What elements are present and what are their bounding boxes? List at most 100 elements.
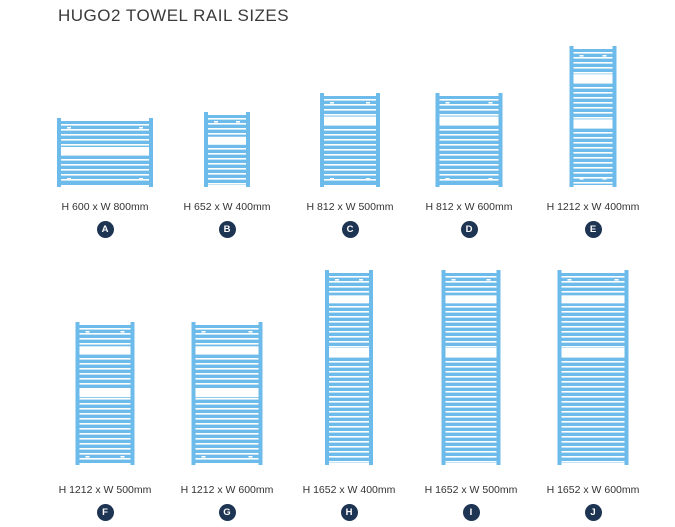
bar-gap [61,164,149,166]
bracket-mark [330,102,334,104]
bar-gap [195,433,259,435]
bar-gap [561,331,625,333]
bar-gap [573,102,613,104]
left-post [320,93,324,187]
bar-gap [195,418,259,420]
bar-gap [79,413,131,415]
bar-gap [445,396,497,398]
bar-gap [79,378,131,380]
bar-gap [445,291,497,293]
bar-gap [208,158,246,160]
letter-badge: E [584,221,602,238]
bar-gap [573,97,613,99]
left-post [569,46,574,187]
bar-gap [561,361,625,363]
bar-gap [195,383,259,385]
bar-gap [445,446,497,448]
bar-gap [561,341,625,343]
bar-gap [79,398,131,400]
bar-gap [329,421,369,423]
bracket-mark [120,331,125,333]
bar-gap [61,144,149,146]
bar-gap [329,336,369,338]
towel-rail-j [557,270,629,465]
left-post [435,93,440,187]
bracket-mark [614,456,619,458]
bar-gap [195,338,259,340]
bar-gap [445,346,497,348]
bracket-mark [567,456,572,458]
letter-badge: B [218,221,236,238]
bar-gap [445,421,497,423]
bar-gap [79,448,131,450]
bar-gap [208,123,246,125]
bracket-mark [330,178,334,180]
bar-gap [195,448,259,450]
bar-gap [573,152,613,154]
open-gap [79,389,131,398]
bar-gap [573,62,613,64]
bar-gap [439,169,499,171]
bar-gap [79,458,131,460]
bar-gap [61,174,149,176]
bar-gap [561,421,625,423]
bar-gap [439,159,499,161]
bracket-mark [248,456,253,458]
letter-badge: F [96,504,114,521]
bar-gap [79,363,131,365]
bar-gap [445,451,497,453]
bar-gap [445,341,497,343]
open-gap [445,348,497,356]
bar-gap [439,129,499,131]
right-post [369,270,373,465]
bar-gap [573,107,613,109]
bar-gap [324,169,376,171]
bar-gap [61,129,149,131]
size-label: H 1212 x W 400mm [546,201,640,213]
bracket-mark [139,178,143,180]
bar-gap [329,396,369,398]
bracket-mark [567,279,572,281]
bar-gap [208,133,246,135]
bar-gap [561,316,625,318]
bar-gap [445,376,497,378]
bar-gap [324,124,376,126]
open-gap [61,146,149,155]
bracket-mark [248,331,253,333]
bar-gap [195,388,259,390]
bar-gap [329,381,369,383]
bar-gap [329,461,369,463]
bar-gap [329,426,369,428]
bracket-mark [486,279,491,281]
right-post [496,270,501,465]
left-post [191,322,196,465]
bar-gap [195,328,259,330]
open-gap [561,348,625,356]
bar-gap [195,373,259,375]
bar-gap [573,72,613,74]
bar-gap [329,276,369,278]
left-post [441,270,446,465]
bracket-mark [359,279,363,281]
bar-gap [208,118,246,120]
bar-gap [61,169,149,171]
bar-gap [561,416,625,418]
bracket-mark [366,178,370,180]
bar-gap [445,441,497,443]
right-post [258,322,263,465]
bar-gap [329,441,369,443]
bracket-mark [488,102,493,104]
bar-gap [329,456,369,458]
open-gap [79,346,131,355]
bar-gap [195,378,259,380]
bar-gap [573,117,613,119]
bracket-mark [602,178,607,180]
bracket-mark [579,178,584,180]
bar-gap [439,114,499,116]
bar-gap [561,376,625,378]
right-post [246,112,250,187]
bracket-mark [614,279,619,281]
bar-gap [79,333,131,335]
bar-gap [329,321,369,323]
